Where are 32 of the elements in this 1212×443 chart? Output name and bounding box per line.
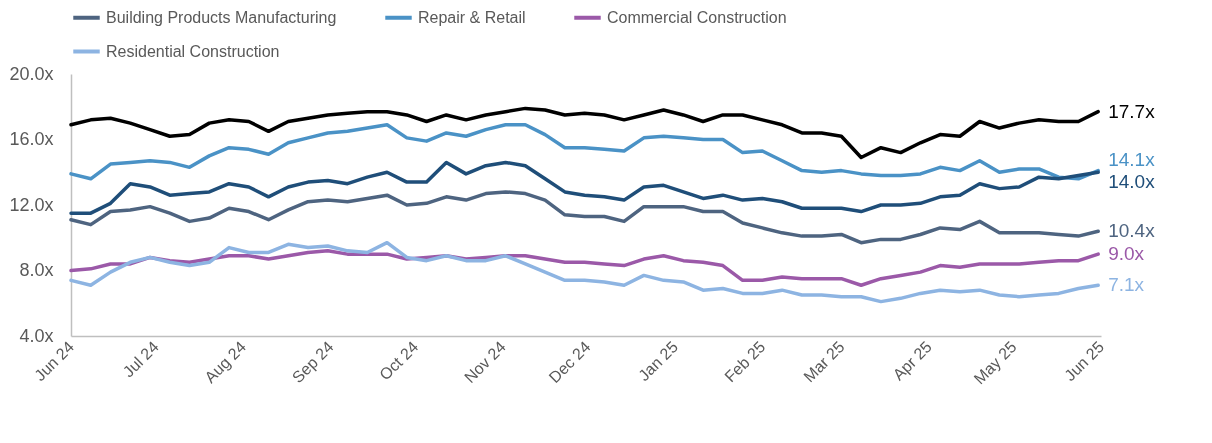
x-tick-label: Jun 25 — [1061, 338, 1108, 385]
x-tick-label: Jan 25 — [635, 338, 682, 385]
annotation: 14.0x — [1108, 171, 1156, 193]
line-series — [69, 106, 1100, 160]
annotation: 14.1x — [1108, 149, 1156, 171]
annotation: 17.7x — [1108, 100, 1156, 122]
annotation: 9.0x — [1108, 243, 1145, 265]
line-series — [69, 123, 1100, 181]
x-tick-label: Feb 25 — [721, 338, 769, 386]
y-tick-label: 8.0x — [19, 260, 54, 280]
annotation: 7.1x — [1108, 274, 1145, 296]
x-tick-label: Nov 24 — [461, 338, 509, 387]
x-tick-label: Jul 24 — [119, 338, 162, 381]
x-tick-label: May 25 — [970, 338, 1020, 388]
x-tick-label: Sep 24 — [288, 338, 337, 387]
y-tick-label: 16.0x — [9, 129, 54, 149]
line-series — [69, 190, 1100, 245]
line-series — [69, 240, 1100, 304]
legend-label: Building Products Manufacturing — [106, 8, 337, 26]
x-tick-label: Oct 24 — [376, 338, 422, 384]
y-tick-label: 12.0x — [9, 194, 54, 215]
x-tick-label: Aug 24 — [201, 338, 250, 387]
annotation: 10.4x — [1108, 220, 1156, 242]
y-tick-label: 4.0x — [19, 325, 54, 346]
x-tick-label: Apr 25 — [889, 338, 936, 384]
legend-label: Commercial Construction — [607, 8, 787, 26]
line-series — [69, 160, 1100, 215]
legend-label: Residential Construction — [106, 42, 280, 60]
x-tick-label: Mar 25 — [800, 338, 848, 386]
x-tick-label: Dec 24 — [545, 338, 594, 387]
legend-label: Repair & Retail — [418, 8, 526, 26]
y-tick-label: 20.0x — [9, 63, 54, 84]
